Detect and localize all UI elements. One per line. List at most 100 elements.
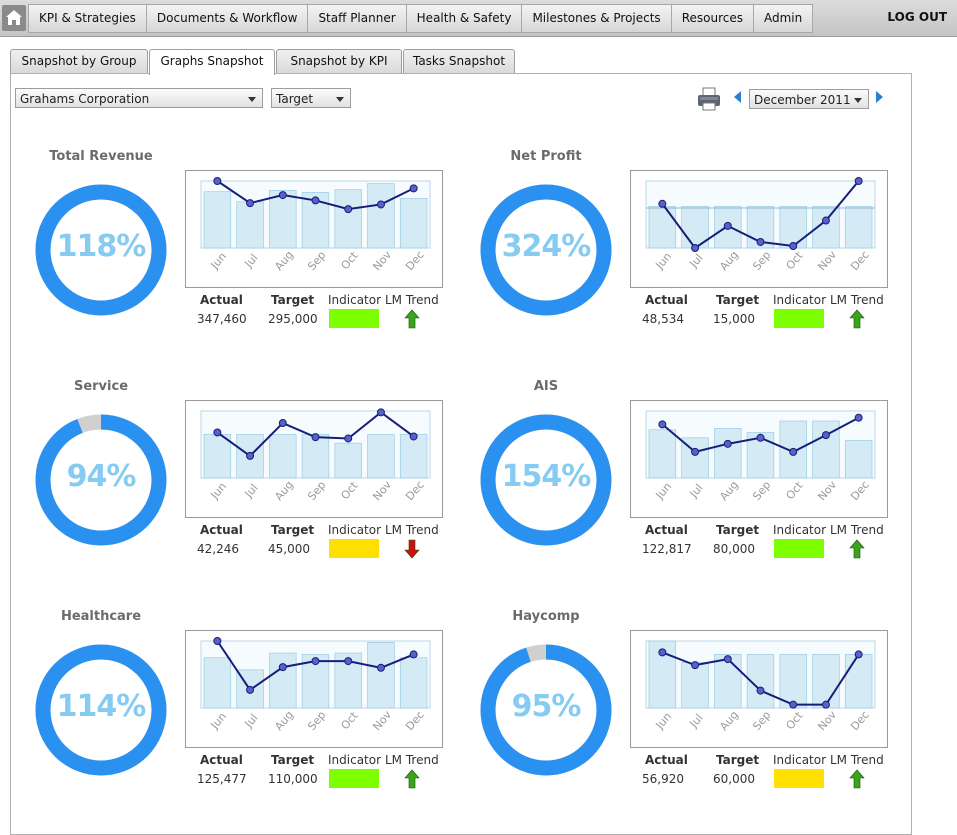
kpi-stats: Actual Target Indicator LM Trend 48,534 15,00… [630,293,900,333]
chart-point-nov [376,408,385,417]
x-tick-label: Dec [403,248,427,273]
trend-up-arrow-icon [404,769,420,789]
printer-icon[interactable] [697,87,721,111]
actual-value: 48,534 [642,312,684,326]
period-select[interactable]: December 2011 [749,89,869,109]
nav-documents-workflow[interactable]: Documents & Workflow [145,4,308,33]
company-select[interactable]: Grahams Corporation [15,88,263,108]
stat-header-actual: Actual [645,523,688,537]
donut-progress [35,644,167,776]
stat-header-trend: LM Trend [830,293,884,307]
chart-point-sep [311,657,320,666]
target-value: 80,000 [713,542,755,556]
chart-bar-jun [648,206,677,249]
kpi-donut-gauge [479,183,613,317]
x-tick-label: Jul [241,481,260,500]
chevron-down-icon [248,97,256,102]
chart-point-nov [376,200,385,209]
chart-bar-aug [269,652,297,709]
x-tick-label: Jul [686,251,705,270]
previous-period-arrow-icon[interactable] [734,91,741,103]
tab-snapshot-by-kpi[interactable]: Snapshot by KPI [276,49,402,73]
chart-bar-nov [812,654,840,709]
chart-point-jul [691,244,700,252]
x-tick-label: Nov [370,478,394,503]
donut-progress [35,184,167,316]
x-tick-label: Oct [783,479,806,502]
chart-point-aug [723,655,732,664]
chart-bar-dec [399,657,428,709]
tab-graphs-snapshot[interactable]: Graphs Snapshot [149,49,275,75]
donut-progress [480,414,612,546]
nav-staff-planner[interactable]: Staff Planner [307,4,406,33]
x-tick-label: Sep [305,479,328,503]
measure-select-value: Target [276,92,314,106]
kpi-title: AIS [533,379,559,394]
kpi-donut-gauge [479,643,613,777]
chart-bar-oct [334,442,362,479]
trend-down-arrow-icon [404,539,420,559]
nav-resources[interactable]: Resources [670,4,753,33]
x-tick-label: Jul [241,711,260,730]
x-tick-label: Oct [783,249,806,272]
stat-header-indicator: Indicator [328,523,382,537]
home-button[interactable] [2,5,26,31]
chart-point-jul [246,199,255,208]
x-tick-label: Oct [338,709,361,732]
x-tick-label: Dec [848,708,872,733]
nav-milestones-projects[interactable]: Milestones & Projects [521,4,671,33]
status-indicator [329,309,379,328]
company-select-value: Grahams Corporation [20,92,150,106]
kpi-donut-gauge [34,643,168,777]
measure-select[interactable]: Target [271,88,351,108]
chart-bar-jul [236,201,264,249]
chart-bar-nov [367,641,395,709]
chart-point-jun [213,428,222,437]
chart-bar-oct [779,206,807,249]
chart-point-aug [278,663,287,672]
kpi-trend-chart: Jun Jul Aug Sep Oct Nov Dec [185,400,443,518]
donut-progress [480,644,612,776]
kpi-title: Healthcare [60,609,142,624]
tab-tasks-snapshot[interactable]: Tasks Snapshot [403,49,515,73]
stat-header-target: Target [716,753,760,767]
stat-header-target: Target [271,753,315,767]
kpi-donut-gauge [34,413,168,547]
x-tick-label: Aug [717,248,741,273]
stat-header-actual: Actual [645,293,688,307]
main-menu: KPI & Strategies Documents & Workflow St… [28,4,814,33]
target-value: 15,000 [713,312,755,326]
tab-snapshot-by-group[interactable]: Snapshot by Group [10,49,148,73]
status-indicator [774,309,824,328]
chart-point-oct [789,241,798,250]
chart-bar-jun [648,429,677,479]
stat-header-actual: Actual [200,523,243,537]
stat-header-trend: LM Trend [830,753,884,767]
chart-point-oct [789,447,798,456]
actual-value: 347,460 [197,312,247,326]
chart-point-aug [278,419,287,428]
logout-link[interactable]: LOG OUT [887,10,947,24]
nav-kpi-strategies[interactable]: KPI & Strategies [28,4,146,33]
target-value: 60,000 [713,772,755,786]
status-indicator [774,539,824,558]
kpi-title: Haycomp [512,609,580,624]
trend-up-arrow-icon [849,309,865,329]
chart-bar-dec [844,206,873,249]
chart-bar-dec [399,434,428,479]
stat-header-trend: LM Trend [830,523,884,537]
target-value: 45,000 [268,542,310,556]
x-tick-label: Aug [717,478,741,503]
x-tick-label: Jun [653,250,675,272]
chart-point-aug [723,439,732,448]
nav-admin[interactable]: Admin [752,4,814,33]
chart-bar-dec [399,198,428,249]
stat-header-trend: LM Trend [385,753,439,767]
chart-bar-jun [203,434,232,479]
kpi-stats: Actual Target Indicator LM Trend 347,460 295,… [185,293,455,333]
x-tick-label: Nov [370,708,394,733]
nav-health-safety[interactable]: Health & Safety [405,4,522,33]
next-period-arrow-icon[interactable] [876,91,883,103]
x-tick-label: Aug [717,708,741,733]
chart-point-nov [821,431,830,440]
